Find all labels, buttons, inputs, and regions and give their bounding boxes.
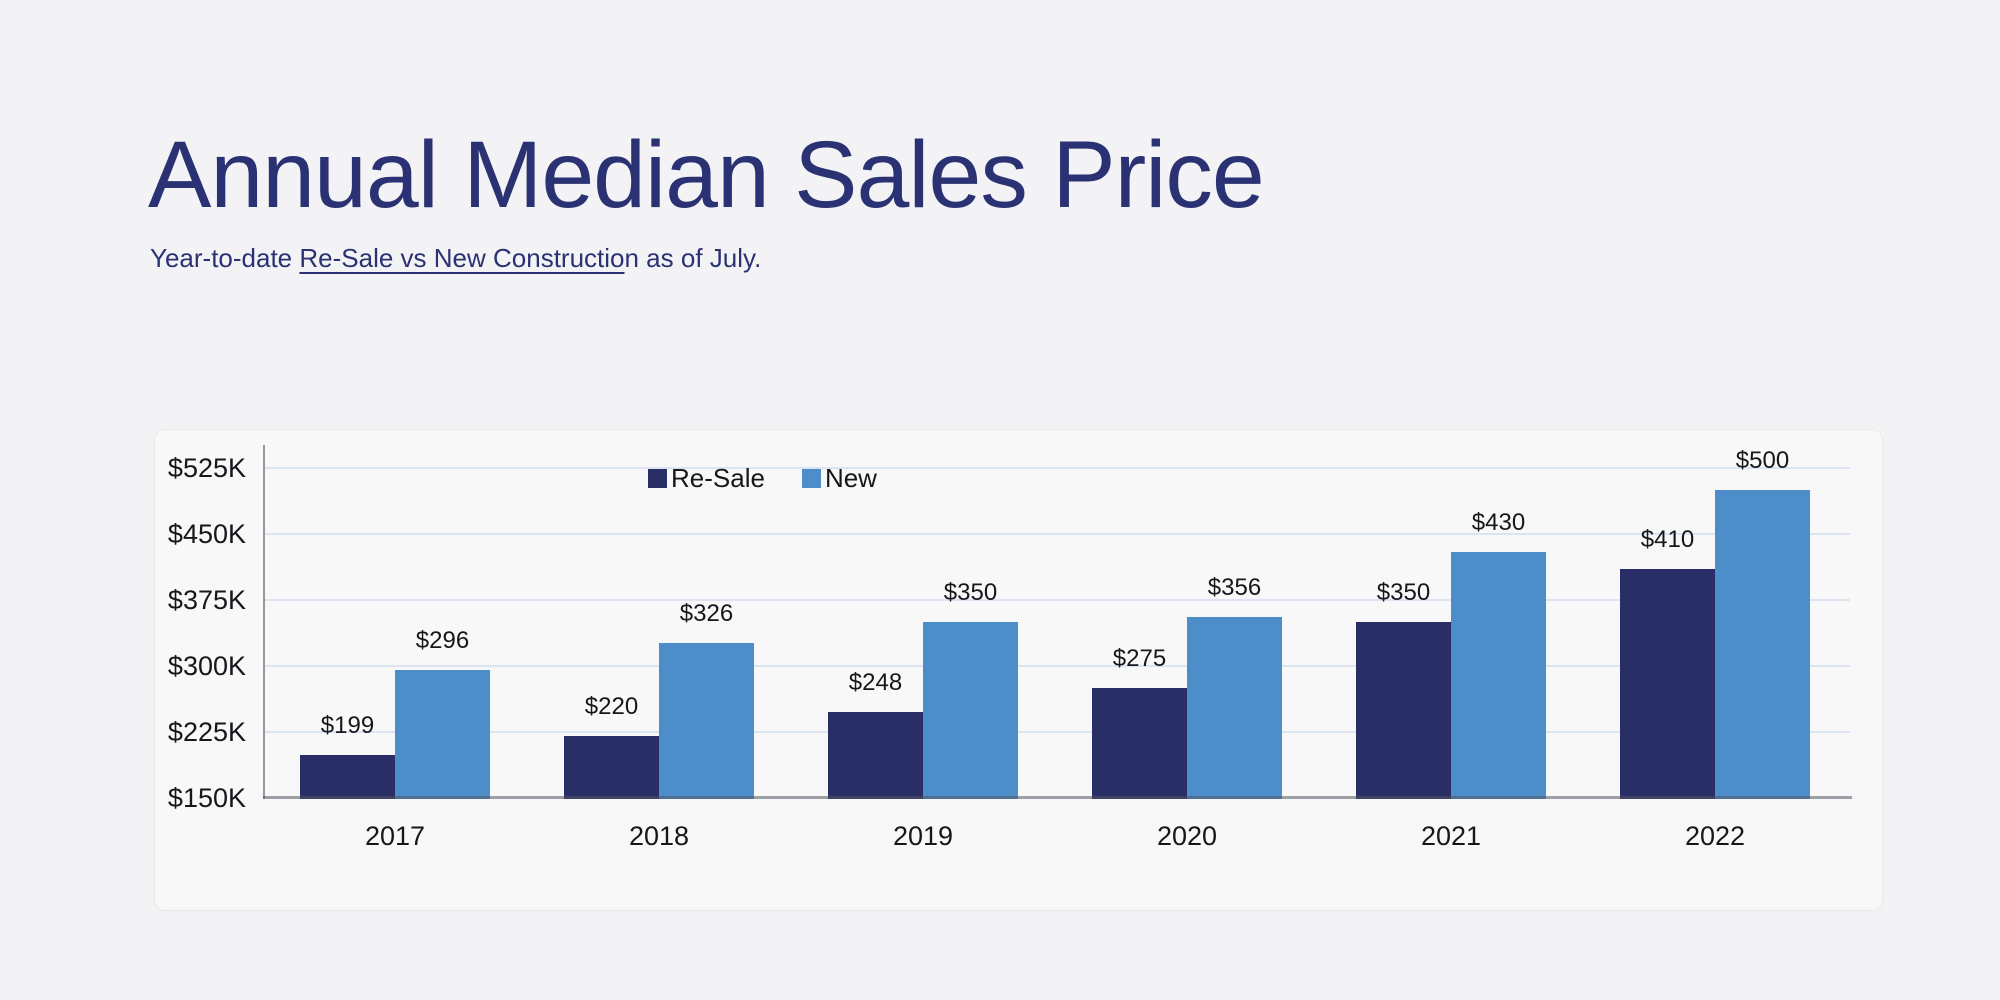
y-axis-tick-label: $525K <box>167 453 246 483</box>
y-axis-tick-label: $375K <box>167 585 246 615</box>
x-axis-label: 2019 <box>892 821 954 851</box>
gridline <box>263 731 1850 733</box>
y-axis-tick-label: $225K <box>167 717 246 747</box>
legend-label-resale: Re-Sale <box>671 463 765 493</box>
bar-resale-2020 <box>1092 688 1187 799</box>
gridline <box>263 665 1850 667</box>
legend-swatch-resale-icon <box>648 469 667 488</box>
value-label: $430 <box>1471 508 1526 536</box>
bar-new-2020 <box>1187 616 1282 799</box>
y-axis-tick-label: $450K <box>167 519 246 549</box>
bar-resale-2018 <box>564 736 659 799</box>
gridline <box>263 599 1850 601</box>
value-label: $356 <box>1207 573 1262 601</box>
x-axis-label: 2022 <box>1684 821 1746 851</box>
value-label: $275 <box>1112 645 1167 672</box>
value-label: $410 <box>1640 526 1695 554</box>
x-axis-label: 2020 <box>1156 821 1218 851</box>
bar-new-2022 <box>1715 490 1810 799</box>
subtitle-prefix: Year-to-date <box>150 243 300 273</box>
legend-swatch-new-icon <box>801 469 821 488</box>
y-axis-tick-label: $300K <box>167 651 246 681</box>
legend-entry-new: New <box>801 463 877 493</box>
gridline <box>263 533 1850 535</box>
bar-new-2019 <box>923 622 1018 799</box>
x-axis-label: 2018 <box>628 821 690 851</box>
chart-legend: Re-Sale New <box>648 463 877 493</box>
value-label: $350 <box>943 579 998 606</box>
gridline <box>263 467 1850 469</box>
value-label: $199 <box>320 711 375 739</box>
page-subtitle: Year-to-date Re-Sale vs New Construction… <box>150 241 761 275</box>
bar-resale-2022 <box>1620 569 1715 799</box>
page-title: Annual Median Sales Price <box>148 122 1265 228</box>
x-axis-line <box>263 796 1852 799</box>
value-label: $220 <box>584 693 639 721</box>
bar-resale-2019 <box>828 711 923 799</box>
y-axis-line <box>263 445 265 799</box>
value-label: $500 <box>1735 447 1790 474</box>
x-axis-label: 2021 <box>1420 821 1482 851</box>
bar-new-2017 <box>395 669 490 799</box>
legend-entry-resale: Re-Sale <box>648 463 765 493</box>
legend-label-new: New <box>824 463 877 493</box>
x-axis-label: 2017 <box>364 821 426 851</box>
bar-resale-2017 <box>300 754 395 799</box>
value-label: $350 <box>1376 579 1431 606</box>
subtitle-suffix: n as of July. <box>624 243 762 273</box>
value-label: $326 <box>679 600 734 628</box>
y-axis-tick-label: $150K <box>167 783 246 813</box>
bar-new-2018 <box>659 643 754 799</box>
value-label: $296 <box>415 626 470 654</box>
bar-new-2021 <box>1451 551 1546 799</box>
bar-resale-2021 <box>1356 622 1451 799</box>
subtitle-link[interactable]: Re-Sale vs New Constructio <box>299 243 625 273</box>
value-label: $248 <box>848 668 903 696</box>
